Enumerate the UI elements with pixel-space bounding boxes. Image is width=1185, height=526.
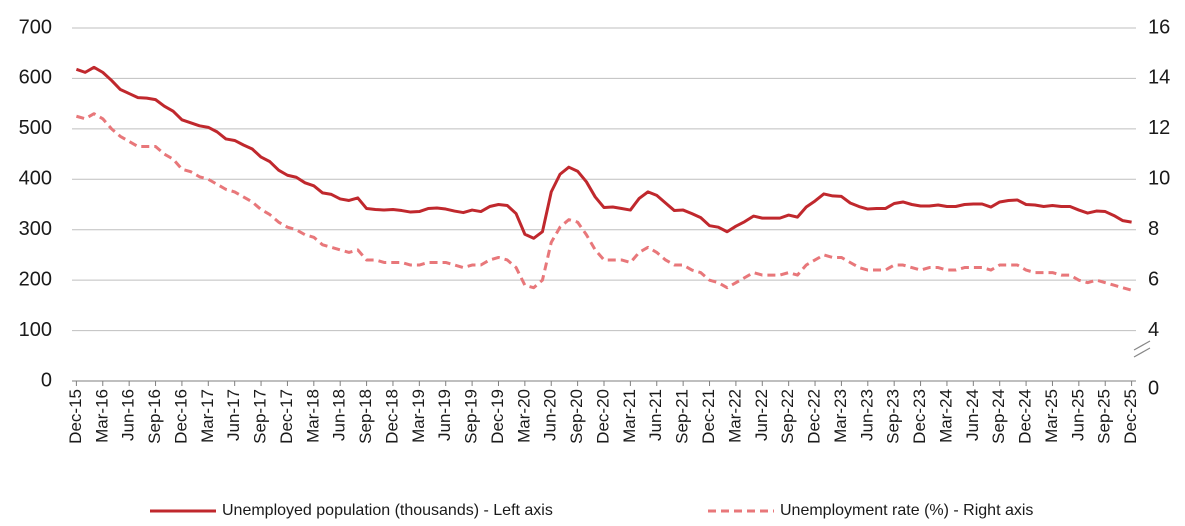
x-tick-label: Jun-18 bbox=[330, 389, 349, 441]
legend-label: Unemployed population (thousands) - Left… bbox=[222, 502, 553, 519]
x-tick-label: Jun-20 bbox=[541, 389, 560, 441]
x-tick-label: Sep-23 bbox=[884, 389, 903, 444]
y-tick-label: 100 bbox=[19, 319, 52, 341]
y2-tick-label: 8 bbox=[1148, 218, 1159, 240]
x-tick-label: Mar-21 bbox=[620, 389, 639, 443]
legend-item: Unemployment rate (%) - Right axis bbox=[708, 502, 1033, 519]
x-tick-label: Dec-15 bbox=[66, 389, 85, 444]
x-tick-label: Sep-21 bbox=[673, 389, 692, 444]
x-tick-label: Mar-25 bbox=[1042, 389, 1061, 443]
x-tick-label: Dec-20 bbox=[593, 389, 612, 444]
y-tick-label: 300 bbox=[19, 218, 52, 240]
x-tick-label: Sep-19 bbox=[462, 389, 481, 444]
legend-label: Unemployment rate (%) - Right axis bbox=[780, 502, 1033, 519]
x-tick-label: Dec-25 bbox=[1121, 389, 1140, 444]
x-tick-label: Jun-19 bbox=[435, 389, 454, 441]
x-tick-label: Sep-22 bbox=[778, 389, 797, 444]
x-tick-label: Jun-17 bbox=[224, 389, 243, 441]
x-tick-label: Dec-23 bbox=[910, 389, 929, 444]
x-tick-label: Sep-25 bbox=[1095, 389, 1114, 444]
x-tick-label: Mar-24 bbox=[936, 389, 955, 443]
x-tick-label: Jun-24 bbox=[963, 389, 982, 441]
y2-tick-label: 10 bbox=[1148, 168, 1170, 190]
data-line bbox=[75, 112, 1133, 292]
legend-item: Unemployed population (thousands) - Left… bbox=[150, 502, 553, 519]
x-tick-label: Sep-24 bbox=[989, 389, 1008, 444]
x-tick-label: Dec-18 bbox=[382, 389, 401, 444]
y2-tick-label: 4 bbox=[1148, 319, 1159, 341]
x-tick-label: Dec-22 bbox=[805, 389, 824, 444]
axis-break bbox=[1133, 340, 1151, 358]
x-tick-label: Mar-23 bbox=[831, 389, 850, 443]
x-tick-label: Mar-17 bbox=[198, 389, 217, 443]
x-tick-label: Dec-24 bbox=[1016, 389, 1035, 444]
y-tick-label: 400 bbox=[19, 168, 52, 190]
y2-tick-label: 12 bbox=[1148, 117, 1170, 139]
x-tick-label: Sep-17 bbox=[251, 389, 270, 444]
x-tick-label: Jun-25 bbox=[1068, 389, 1087, 441]
x-tick-label: Sep-16 bbox=[145, 389, 164, 444]
y2-break-label: 0 bbox=[1148, 377, 1159, 399]
y2-tick-label: 14 bbox=[1148, 67, 1170, 89]
x-tick-label: Sep-18 bbox=[356, 389, 375, 444]
y2-tick-label: 6 bbox=[1148, 268, 1159, 290]
y-tick-label: 700 bbox=[19, 16, 52, 38]
x-tick-label: Dec-16 bbox=[171, 389, 190, 444]
x-tick-label: Dec-19 bbox=[488, 389, 507, 444]
x-tick-label: Jun-21 bbox=[646, 389, 665, 441]
y-tick-label: 0 bbox=[41, 369, 52, 391]
y-tick-label: 500 bbox=[19, 117, 52, 139]
break-mark bbox=[1133, 347, 1151, 358]
x-tick-label: Dec-21 bbox=[699, 389, 718, 444]
x-tick-label: Mar-19 bbox=[409, 389, 428, 443]
data-line bbox=[75, 65, 1132, 240]
y-tick-label: 600 bbox=[19, 67, 52, 89]
x-tick-label: Mar-18 bbox=[303, 389, 322, 443]
x-tick-label: Jun-23 bbox=[857, 389, 876, 441]
break-mark bbox=[1133, 340, 1151, 351]
x-tick-label: Dec-17 bbox=[277, 389, 296, 444]
y2-tick-label: 16 bbox=[1148, 16, 1170, 38]
x-tick-label: Jun-22 bbox=[752, 389, 771, 441]
x-tick-label: Jun-16 bbox=[119, 389, 138, 441]
x-tick-label: Mar-22 bbox=[725, 389, 744, 443]
y-tick-label: 200 bbox=[19, 268, 52, 290]
x-tick-label: Mar-20 bbox=[514, 389, 533, 443]
x-tick-label: Mar-16 bbox=[92, 389, 111, 443]
x-tick-label: Sep-20 bbox=[567, 389, 586, 444]
